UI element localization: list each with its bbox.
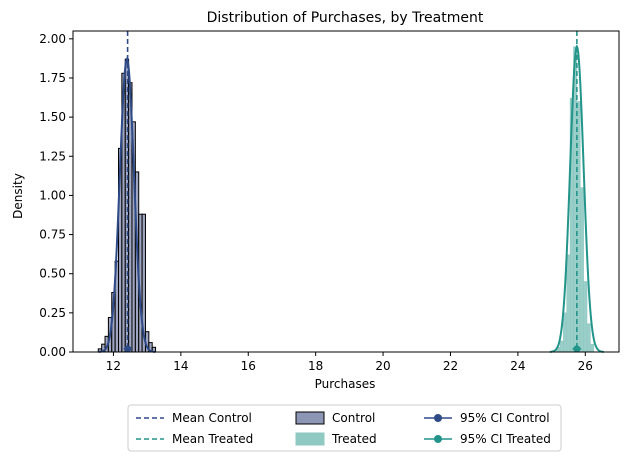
- y-tick-label: 1.75: [39, 71, 66, 85]
- legend-label: Mean Control: [172, 411, 252, 425]
- treated-histogram-bar: [590, 343, 595, 353]
- treated-histogram-bar: [579, 187, 584, 353]
- y-axis-label: Density: [11, 173, 25, 219]
- x-tick-label: 22: [443, 359, 458, 373]
- legend: Mean Control Mean Treated Control Treated 95…: [127, 404, 562, 452]
- legend-label: 95% CI Control: [460, 411, 550, 425]
- y-tick-label: 0.00: [39, 345, 66, 359]
- x-axis-label: Purchases: [315, 377, 376, 391]
- x-tick-label: 12: [106, 359, 121, 373]
- y-tick-label: 2.00: [39, 32, 66, 46]
- y-tick-label: 1.00: [39, 188, 66, 202]
- legend-swatch-treated: [295, 432, 325, 446]
- y-tick-label: 0.50: [39, 267, 66, 281]
- chart-title: Distribution of Purchases, by Treatment: [207, 10, 484, 26]
- plot-area: [97, 31, 604, 353]
- y-tick-label: 0.75: [39, 228, 66, 242]
- x-tick-label: 26: [578, 359, 593, 373]
- x-tick-label: 16: [241, 359, 256, 373]
- legend-label: Control: [332, 411, 375, 425]
- 95-ci-control-marker: [124, 345, 132, 353]
- y-tick-label: 0.25: [39, 306, 66, 320]
- 95-ci-treated-marker: [573, 345, 581, 353]
- treated-histogram-bar: [586, 323, 591, 353]
- legend-swatch-marker-95-ci-treated: [434, 435, 442, 443]
- legend-swatch-marker-95-ci-control: [434, 414, 442, 422]
- treated-histogram-bar: [563, 312, 568, 353]
- treated-histogram-bar: [566, 254, 571, 353]
- legend-frame: [127, 404, 562, 452]
- legend-label: Mean Treated: [172, 432, 253, 446]
- x-tick-label: 18: [308, 359, 323, 373]
- x-tick-label: 24: [510, 359, 525, 373]
- axes-frame: [72, 30, 620, 353]
- axes: 12 14 16 18 20 22 24 26 0.00 0.25 0.50 0.75 1.00 1.25…: [39, 30, 620, 373]
- x-tick-label: 20: [375, 359, 390, 373]
- legend-swatch-control: [295, 411, 325, 425]
- treated-histogram-bar: [583, 281, 588, 353]
- y-tick-label: 1.25: [39, 149, 66, 163]
- x-tick-label: 14: [173, 359, 188, 373]
- treated-histogram-bar: [559, 340, 564, 353]
- y-tick-label: 1.50: [39, 110, 66, 124]
- treated-kde-curve: [549, 44, 604, 353]
- legend-label: Treated: [331, 432, 377, 446]
- legend-label: 95% CI Treated: [460, 432, 551, 446]
